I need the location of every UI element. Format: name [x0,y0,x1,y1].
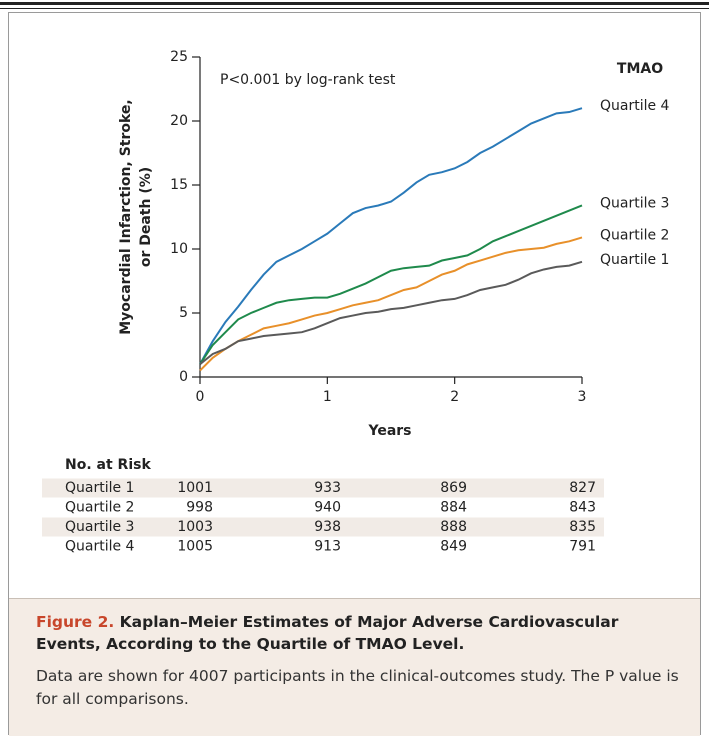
table-row-band [42,478,604,498]
x-tick-label: 3 [578,389,587,405]
y-tick-label: 5 [179,305,188,321]
table-title: No. at Risk [65,457,151,473]
y-axis-label: Myocardial Infarction, Stroke, [118,99,134,335]
caption-text: Data are shown for 4007 participants in … [36,667,679,708]
series-line [199,236,583,372]
table-cell: 835 [569,519,596,535]
series-line [199,204,583,365]
series-line [199,107,583,365]
table-cell: 913 [314,539,341,555]
legend-label: Quartile 2 [600,227,669,243]
table-cell: 938 [314,519,341,535]
caption-heading: Kaplan–Meier Estimates of Major Adverse … [36,613,619,653]
table-cell: 940 [314,500,341,516]
y-tick-label: 20 [170,113,188,129]
y-tick-label: 10 [170,241,188,257]
table-row-label: Quartile 1 [65,480,134,496]
y-axis-label: or Death (%) [138,167,154,267]
y-tick-label: 25 [170,49,188,65]
table-cell: 1005 [177,539,213,555]
table-cell: 888 [440,519,467,535]
rule [0,8,709,9]
table-cell: 933 [314,480,341,496]
legend-label: Quartile 3 [600,195,669,211]
chart: P<0.001 by log-rank test TMAO Years Myoc… [42,49,670,555]
caption-title: Figure 2. Kaplan–Meier Estimates of Majo… [36,611,676,655]
frame [8,12,701,735]
series-line [199,260,583,365]
figure-label: Figure 2. [36,613,115,631]
x-tick-label: 2 [450,389,459,405]
table-cell: 843 [569,500,596,516]
caption: Figure 2. Kaplan–Meier Estimates of Majo… [9,598,700,736]
rule [0,2,709,5]
legend-label: Quartile 4 [600,98,670,114]
x-axis-label: Years [367,423,411,439]
table-row-label: Quartile 3 [65,519,134,535]
legend-title: TMAO [617,61,663,77]
y-tick-label: 0 [179,369,188,385]
table-cell: 791 [569,539,596,555]
table-cell: 998 [186,500,213,516]
table-cell: 849 [440,539,467,555]
annotation: P<0.001 by log-rank test [220,72,396,88]
x-tick-label: 0 [196,389,205,405]
table-cell: 1003 [177,519,213,535]
legend-label: Quartile 1 [600,252,669,268]
table-row-band [42,517,604,537]
y-tick-label: 15 [170,177,188,193]
table-cell: 1001 [177,480,213,496]
table-cell: 827 [569,480,596,496]
x-tick-label: 1 [323,389,332,405]
table-cell: 869 [440,480,467,496]
table-row-label: Quartile 4 [65,539,135,555]
table-cell: 884 [440,500,467,516]
table-row-label: Quartile 2 [65,500,134,516]
